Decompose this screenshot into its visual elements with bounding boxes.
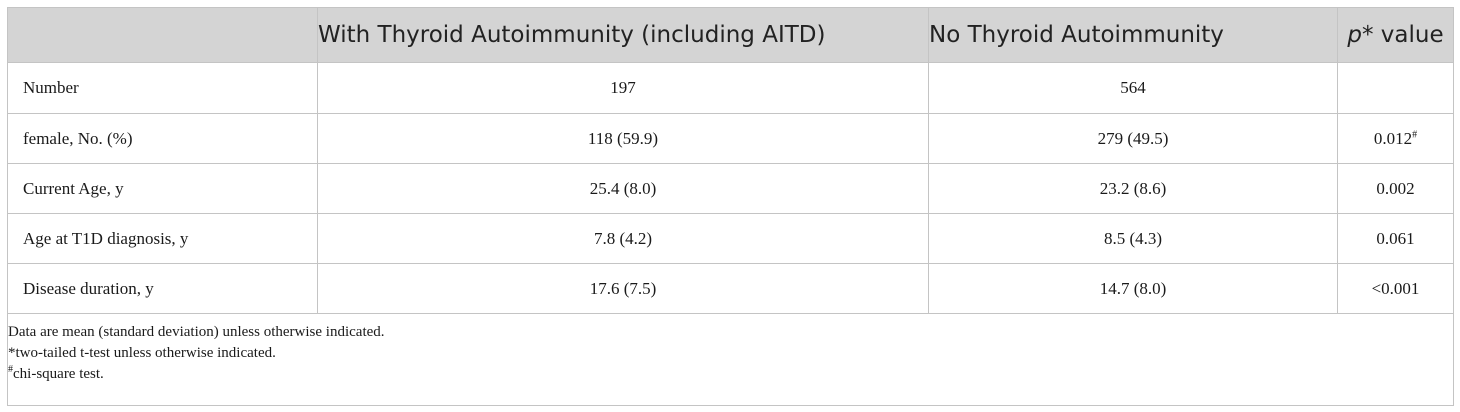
row-label: Age at T1D diagnosis, y: [7, 213, 318, 264]
p-value: 0.002: [1376, 178, 1415, 198]
p-value: 0.012: [1373, 128, 1413, 148]
footnote-data-description: Data are mean (standard deviation) unles…: [8, 324, 385, 340]
table-row: Disease duration, y 17.6 (7.5) 14.7 (8.0…: [7, 263, 1454, 314]
header-p-suffix: * value: [1361, 22, 1444, 48]
table-row: female, No. (%) 118 (59.9) 279 (49.5) 0.…: [7, 113, 1454, 164]
cell-without: 279 (49.5): [928, 113, 1338, 164]
cell-with: 25.4 (8.0): [317, 163, 929, 214]
cell-p: <0.001: [1337, 263, 1454, 314]
cell-p: 0.012#: [1337, 113, 1454, 164]
row-label: female, No. (%): [7, 113, 318, 164]
table-row: Age at T1D diagnosis, y 7.8 (4.2) 8.5 (4…: [7, 213, 1454, 264]
table-row: Current Age, y 25.4 (8.0) 23.2 (8.6) 0.0…: [7, 163, 1454, 214]
cell-with: 7.8 (4.2): [317, 213, 929, 264]
cell-without: 23.2 (8.6): [928, 163, 1338, 214]
data-table: With Thyroid Autoimmunity (including AIT…: [7, 7, 1454, 406]
header-p-value: p* value: [1337, 7, 1454, 63]
cell-with: 197: [317, 62, 929, 114]
footnote-hash-mark: #: [8, 364, 13, 375]
table-header: With Thyroid Autoimmunity (including AIT…: [7, 7, 1454, 63]
header-p-letter: p: [1347, 22, 1362, 48]
footnote-chi-square: #chi-square test.: [8, 364, 1453, 385]
header-row: With Thyroid Autoimmunity (including AIT…: [7, 7, 1454, 63]
p-footnote-mark: #: [1412, 128, 1418, 140]
row-label: Number: [7, 62, 318, 114]
row-label: Disease duration, y: [7, 263, 318, 314]
cell-p: 0.061: [1337, 213, 1454, 264]
cell-without: 8.5 (4.3): [928, 213, 1338, 264]
header-with-thyroid-autoimmunity: With Thyroid Autoimmunity (including AIT…: [317, 7, 929, 63]
table-row: Number 197 564: [7, 62, 1454, 114]
header-no-thyroid-autoimmunity: No Thyroid Autoimmunity: [928, 7, 1338, 63]
footnote-t-test: *two-tailed t-test unless otherwise indi…: [8, 345, 276, 361]
row-label: Current Age, y: [7, 163, 318, 214]
cell-without: 564: [928, 62, 1338, 114]
cell-without: 14.7 (8.0): [928, 263, 1338, 314]
cell-p: 0.002: [1337, 163, 1454, 214]
table-footnotes: Data are mean (standard deviation) unles…: [7, 313, 1454, 406]
cell-with: 17.6 (7.5): [317, 263, 929, 314]
header-blank: [7, 7, 318, 63]
footnote-chi-square-text: chi-square test.: [13, 366, 104, 382]
cell-p: [1337, 62, 1454, 114]
table-body: Number 197 564 female, No. (%) 118 (59.9…: [7, 62, 1454, 406]
p-value: 0.061: [1376, 228, 1415, 248]
table-footnotes-row: Data are mean (standard deviation) unles…: [7, 313, 1454, 406]
cell-with: 118 (59.9): [317, 113, 929, 164]
p-value: <0.001: [1371, 278, 1420, 298]
